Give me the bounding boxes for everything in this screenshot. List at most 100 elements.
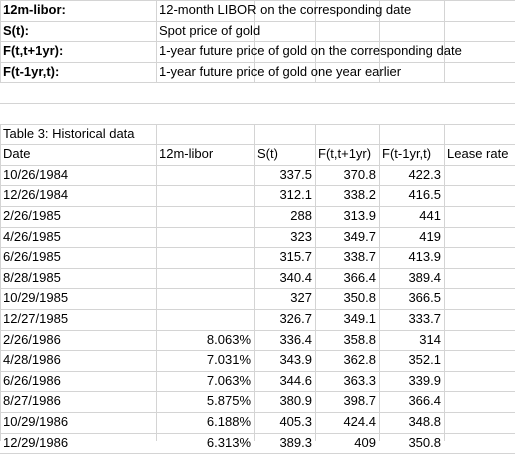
value-cell[interactable]: 422.3 (408, 167, 441, 182)
value-cell[interactable]: 7.063% (206, 373, 251, 388)
value-cell[interactable] (444, 165, 512, 185)
value-cell[interactable]: 7.031% (206, 352, 251, 367)
value-cell[interactable]: 398.7 (343, 393, 376, 408)
date-cell[interactable]: 12/26/1984 (3, 187, 69, 202)
value-cell[interactable] (444, 391, 512, 411)
definition-description[interactable]: 12-month LIBOR on the corresponding date (159, 2, 412, 17)
date-cell[interactable]: 4/28/1986 (3, 352, 61, 367)
definition-description[interactable]: Spot price of gold (159, 23, 261, 38)
value-cell[interactable]: 348.8 (408, 414, 441, 429)
value-cell[interactable] (156, 247, 251, 267)
value-cell[interactable]: 344.6 (279, 373, 312, 388)
value-cell[interactable]: 8.063% (206, 332, 251, 347)
value-cell[interactable] (156, 227, 251, 247)
value-cell[interactable]: 389.3 (279, 435, 312, 450)
value-cell[interactable] (444, 330, 512, 350)
definition-term[interactable]: F(t,t+1yr): (3, 43, 64, 58)
value-cell[interactable]: 333.7 (408, 311, 441, 326)
value-cell[interactable]: 366.4 (343, 270, 376, 285)
date-cell[interactable]: 10/29/1985 (3, 290, 69, 305)
value-cell[interactable] (444, 433, 512, 453)
value-cell[interactable]: 5.875% (206, 393, 251, 408)
value-cell[interactable]: 416.5 (408, 187, 441, 202)
column-header[interactable]: S(t) (257, 146, 278, 161)
value-cell[interactable]: 370.8 (343, 167, 376, 182)
empty-row[interactable] (0, 83, 515, 103)
empty-row[interactable] (0, 104, 515, 124)
value-cell[interactable]: 409 (354, 435, 376, 450)
value-cell[interactable]: 312.1 (279, 187, 312, 202)
value-cell[interactable]: 339.9 (408, 373, 441, 388)
value-cell[interactable] (444, 227, 512, 247)
value-cell[interactable] (444, 268, 512, 288)
table-caption[interactable]: Table 3: Historical data (3, 126, 135, 141)
value-cell[interactable]: 327 (290, 290, 312, 305)
value-cell[interactable]: 389.4 (408, 270, 441, 285)
value-cell[interactable]: 380.9 (279, 393, 312, 408)
value-cell[interactable] (444, 206, 512, 226)
definition-term[interactable]: F(t-1yr,t): (3, 64, 60, 79)
value-cell[interactable]: 441 (419, 208, 441, 223)
date-cell[interactable]: 6/26/1986 (3, 373, 61, 388)
date-cell[interactable]: 12/29/1986 (3, 435, 69, 450)
value-cell[interactable]: 338.7 (343, 249, 376, 264)
value-cell[interactable] (156, 185, 251, 205)
date-cell[interactable]: 8/28/1985 (3, 270, 61, 285)
value-cell[interactable]: 363.3 (343, 373, 376, 388)
value-cell[interactable]: 366.5 (408, 290, 441, 305)
value-cell[interactable] (156, 309, 251, 329)
definition-description[interactable]: 1-year future price of gold on the corre… (159, 43, 462, 58)
value-cell[interactable]: 405.3 (279, 414, 312, 429)
value-cell[interactable]: 338.2 (343, 187, 376, 202)
column-header[interactable]: Lease rate (447, 146, 509, 161)
value-cell[interactable]: 288 (290, 208, 312, 223)
value-cell[interactable]: 350.8 (343, 290, 376, 305)
value-cell[interactable]: 315.7 (279, 249, 312, 264)
value-cell[interactable] (444, 309, 512, 329)
value-cell[interactable] (444, 288, 512, 308)
column-header[interactable]: Date (3, 146, 31, 161)
date-cell[interactable]: 10/29/1986 (3, 414, 69, 429)
value-cell[interactable]: 419 (419, 229, 441, 244)
date-cell[interactable]: 10/26/1984 (3, 167, 69, 182)
definition-term[interactable]: S(t): (3, 23, 29, 38)
value-cell[interactable]: 337.5 (279, 167, 312, 182)
value-cell[interactable]: 314 (419, 332, 441, 347)
date-cell[interactable]: 4/26/1985 (3, 229, 61, 244)
value-cell[interactable] (156, 165, 251, 185)
value-cell[interactable]: 336.4 (279, 332, 312, 347)
value-cell[interactable]: 413.9 (408, 249, 441, 264)
value-cell[interactable] (156, 288, 251, 308)
value-cell[interactable]: 340.4 (279, 270, 312, 285)
value-cell[interactable]: 323 (290, 229, 312, 244)
date-cell[interactable]: 12/27/1985 (3, 311, 69, 326)
value-cell[interactable]: 424.4 (343, 414, 376, 429)
definition-term[interactable]: 12m-libor: (3, 2, 66, 17)
date-cell[interactable]: 2/26/1985 (3, 208, 61, 223)
value-cell[interactable] (444, 371, 512, 391)
value-cell[interactable] (444, 247, 512, 267)
date-cell[interactable]: 2/26/1986 (3, 332, 61, 347)
value-cell[interactable]: 343.9 (279, 352, 312, 367)
column-header[interactable]: F(t-1yr,t) (382, 146, 432, 161)
date-cell[interactable]: 6/26/1985 (3, 249, 61, 264)
value-cell[interactable]: 6.313% (206, 435, 251, 450)
column-header[interactable]: F(t,t+1yr) (318, 146, 372, 161)
value-cell[interactable]: 349.1 (343, 311, 376, 326)
value-cell[interactable] (444, 185, 512, 205)
column-header[interactable]: 12m-libor (159, 146, 214, 161)
value-cell[interactable]: 350.8 (408, 435, 441, 450)
value-cell[interactable] (156, 268, 251, 288)
value-cell[interactable]: 366.4 (408, 393, 441, 408)
definition-description[interactable]: 1-year future price of gold one year ear… (159, 64, 402, 79)
value-cell[interactable] (444, 412, 512, 432)
value-cell[interactable] (156, 206, 251, 226)
value-cell[interactable]: 313.9 (343, 208, 376, 223)
value-cell[interactable]: 349.7 (343, 229, 376, 244)
value-cell[interactable]: 326.7 (279, 311, 312, 326)
value-cell[interactable]: 6.188% (206, 414, 251, 429)
value-cell[interactable] (444, 350, 512, 370)
value-cell[interactable]: 352.1 (408, 352, 441, 367)
value-cell[interactable]: 358.8 (343, 332, 376, 347)
